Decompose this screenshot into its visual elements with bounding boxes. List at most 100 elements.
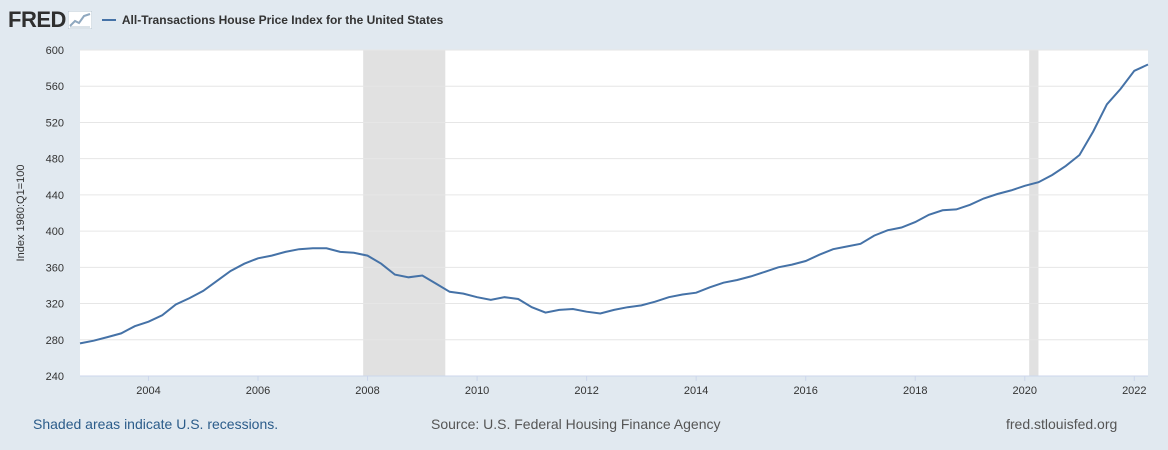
data-point[interactable] <box>1091 130 1095 134</box>
data-point[interactable] <box>324 246 328 250</box>
recessions-note[interactable]: Shaded areas indicate U.S. recessions. <box>33 416 279 432</box>
data-point[interactable] <box>502 295 506 299</box>
data-point[interactable] <box>653 300 657 304</box>
data-point[interactable] <box>639 303 643 307</box>
x-tick-label: 2006 <box>246 385 270 397</box>
data-point[interactable] <box>1146 62 1150 66</box>
y-axis-ticks: 240 280 320 360 400 440 480 520 560 600 <box>46 45 64 383</box>
data-point[interactable] <box>680 293 684 297</box>
data-point[interactable] <box>845 245 849 249</box>
chart-legend[interactable]: All-Transactions House Price Index for t… <box>101 13 443 27</box>
data-point[interactable] <box>763 270 767 274</box>
data-point[interactable] <box>379 262 383 266</box>
data-point[interactable] <box>1009 188 1013 192</box>
data-point[interactable] <box>831 247 835 251</box>
data-point[interactable] <box>612 308 616 312</box>
series-line[interactable] <box>79 63 1149 345</box>
y-tick-label: 480 <box>46 154 64 166</box>
data-point[interactable] <box>1050 173 1054 177</box>
data-point[interactable] <box>448 290 452 294</box>
y-tick-label: 560 <box>46 81 64 93</box>
data-point[interactable] <box>283 250 287 254</box>
data-point[interactable] <box>927 213 931 217</box>
data-point[interactable] <box>160 313 164 317</box>
data-point[interactable] <box>735 278 739 282</box>
data-point[interactable] <box>954 207 958 211</box>
data-point[interactable] <box>338 250 342 254</box>
data-point[interactable] <box>352 251 356 255</box>
data-point[interactable] <box>1078 153 1082 157</box>
data-point[interactable] <box>256 256 260 260</box>
data-point[interactable] <box>913 220 917 224</box>
data-point[interactable] <box>461 292 465 296</box>
x-tick-label: 2004 <box>136 385 160 397</box>
data-point[interactable] <box>900 225 904 229</box>
data-point[interactable] <box>92 339 96 343</box>
data-point[interactable] <box>489 298 493 302</box>
data-point[interactable] <box>585 310 589 314</box>
data-point[interactable] <box>804 259 808 263</box>
data-point[interactable] <box>598 312 602 316</box>
data-point[interactable] <box>133 324 137 328</box>
data-point[interactable] <box>968 203 972 207</box>
y-tick-label: 320 <box>46 299 64 311</box>
data-point[interactable] <box>146 320 150 324</box>
data-point[interactable] <box>1132 69 1136 73</box>
data-point[interactable] <box>420 273 424 277</box>
data-point[interactable] <box>749 274 753 278</box>
data-point[interactable] <box>776 265 780 269</box>
data-point[interactable] <box>694 291 698 295</box>
recession-band <box>1029 50 1039 376</box>
data-point[interactable] <box>995 192 999 196</box>
data-point[interactable] <box>886 228 890 232</box>
data-point[interactable] <box>174 302 178 306</box>
y-tick-label: 520 <box>46 117 64 129</box>
data-point[interactable] <box>530 305 534 309</box>
data-point[interactable] <box>311 246 315 250</box>
data-point[interactable] <box>119 331 123 335</box>
y-tick-label: 280 <box>46 335 64 347</box>
data-point[interactable] <box>297 247 301 251</box>
data-point[interactable] <box>941 208 945 212</box>
site-link[interactable]: fred.stlouisfed.org <box>1006 416 1118 432</box>
x-tick-label: 2010 <box>465 385 489 397</box>
fred-logo[interactable]: FRED <box>8 7 66 32</box>
data-point[interactable] <box>229 269 233 273</box>
data-point[interactable] <box>242 262 246 266</box>
data-point[interactable] <box>434 282 438 286</box>
x-tick-label: 2012 <box>574 385 598 397</box>
x-tick-label: 2018 <box>903 385 927 397</box>
data-point[interactable] <box>858 242 862 246</box>
data-point[interactable] <box>571 307 575 311</box>
data-point[interactable] <box>1105 102 1109 106</box>
plot-area <box>80 50 1148 376</box>
data-point[interactable] <box>626 305 630 309</box>
data-point[interactable] <box>982 197 986 201</box>
data-point[interactable] <box>708 285 712 289</box>
y-tick-label: 400 <box>46 226 64 238</box>
data-point[interactable] <box>366 254 370 258</box>
data-point[interactable] <box>270 254 274 258</box>
data-point[interactable] <box>1119 87 1123 91</box>
data-point[interactable] <box>872 234 876 238</box>
x-tick-label: 2022 <box>1122 385 1146 397</box>
data-point[interactable] <box>78 341 82 345</box>
data-point[interactable] <box>201 289 205 293</box>
data-point[interactable] <box>817 253 821 257</box>
data-point[interactable] <box>544 311 548 315</box>
data-point[interactable] <box>516 297 520 301</box>
data-point[interactable] <box>790 263 794 267</box>
data-point[interactable] <box>215 279 219 283</box>
data-point[interactable] <box>667 295 671 299</box>
data-point[interactable] <box>188 296 192 300</box>
y-tick-label: 440 <box>46 190 64 202</box>
data-point[interactable] <box>722 281 726 285</box>
data-point[interactable] <box>393 273 397 277</box>
data-point[interactable] <box>557 308 561 312</box>
data-point[interactable] <box>407 275 411 279</box>
data-point[interactable] <box>105 335 109 339</box>
data-point[interactable] <box>1064 164 1068 168</box>
data-point[interactable] <box>1023 184 1027 188</box>
data-point[interactable] <box>1036 180 1040 184</box>
data-point[interactable] <box>475 295 479 299</box>
